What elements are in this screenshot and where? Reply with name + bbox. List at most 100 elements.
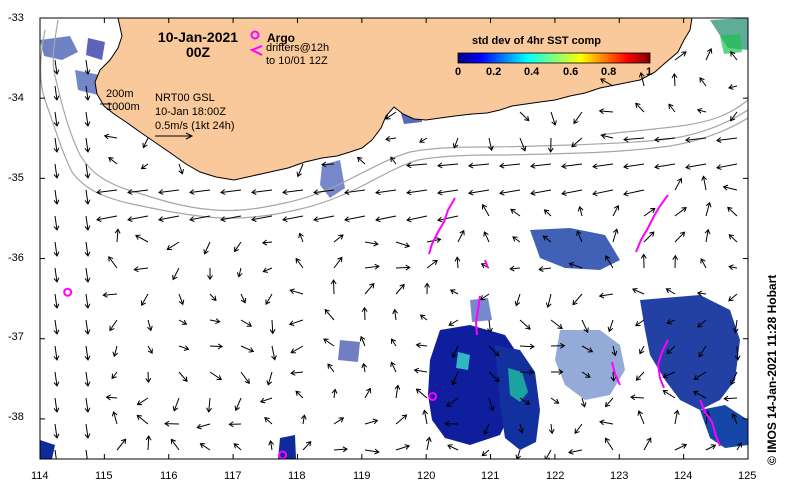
- current-arrow: [519, 397, 531, 405]
- current-arrow: [313, 189, 335, 196]
- map-hour: 00Z: [185, 44, 211, 60]
- current-arrow: [158, 215, 180, 222]
- current-arrow: [136, 397, 149, 406]
- current-arrow: [240, 293, 247, 304]
- current-arrow: [392, 308, 399, 321]
- current-arrow: [499, 189, 521, 196]
- current-arrow: [422, 409, 428, 425]
- current-arrow: [406, 189, 428, 196]
- current-arrow: [598, 292, 614, 299]
- current-arrow: [84, 397, 91, 413]
- current-arrow: [240, 371, 250, 385]
- current-arrow: [84, 111, 91, 127]
- current-arrow: [550, 319, 563, 330]
- current-arrow: [313, 215, 335, 223]
- current-arrow: [127, 189, 149, 195]
- current-arrow: [240, 345, 255, 353]
- current-arrow: [700, 258, 707, 269]
- current-arrow: [103, 133, 118, 140]
- argo-float-marker: [428, 391, 438, 401]
- current-arrow: [324, 308, 335, 321]
- current-arrow: [361, 306, 368, 321]
- current-arrow: [736, 442, 742, 451]
- current-arrow: [142, 137, 149, 149]
- lat-tick-label: -36: [8, 252, 24, 264]
- lat-tick-label: -34: [8, 92, 24, 104]
- current-arrow: [251, 189, 273, 195]
- current-arrow: [321, 161, 335, 168]
- current-arrow: [704, 228, 711, 243]
- current-arrow: [261, 239, 273, 246]
- current-arrow: [390, 361, 397, 373]
- product-name: NRT00 GSL: [155, 92, 215, 104]
- current-arrow: [158, 189, 180, 195]
- current-arrow: [53, 319, 60, 335]
- axis-ticks: [40, 18, 748, 459]
- current-arrow: [53, 293, 60, 309]
- current-arrow: [673, 409, 680, 425]
- current-arrow: [375, 189, 397, 196]
- current-arrow: [662, 390, 676, 399]
- current-arrow: [488, 371, 500, 383]
- current-arrow: [671, 72, 678, 87]
- current-arrow: [538, 266, 552, 272]
- current-arrow: [728, 264, 738, 271]
- current-arrow: [84, 293, 91, 309]
- colorbar-tick: 0.4: [524, 66, 540, 78]
- current-arrow: [732, 319, 739, 334]
- current-arrow: [610, 371, 617, 382]
- current-arrow: [519, 343, 535, 350]
- current-arrow: [96, 215, 118, 222]
- colorbar-tick: 0.2: [486, 66, 502, 78]
- current-arrow: [488, 137, 494, 152]
- current-arrow: [359, 335, 366, 347]
- current-arrow: [53, 111, 60, 127]
- current-arrow: [550, 369, 564, 375]
- current-arrow: [727, 206, 738, 217]
- current-arrow: [266, 371, 273, 386]
- current-arrow: [84, 137, 91, 153]
- current-arrow: [199, 443, 211, 451]
- current-arrow: [696, 290, 707, 297]
- current-arrow: [364, 387, 372, 399]
- drifter-track: [699, 399, 721, 447]
- current-arrow: [262, 267, 273, 273]
- drifter-track: [474, 295, 481, 336]
- lon-tick-label: 125: [738, 470, 757, 482]
- lon-tick-label: 120: [417, 470, 436, 482]
- current-arrow: [674, 177, 683, 191]
- current-arrow: [685, 136, 707, 143]
- current-arrow: [640, 253, 647, 269]
- current-arrow: [233, 443, 242, 451]
- current-arrow: [53, 163, 60, 179]
- current-arrow: [166, 241, 180, 250]
- current-arrow: [228, 421, 242, 428]
- current-arrow: [437, 215, 459, 223]
- lon-tick-label: 118: [288, 470, 306, 482]
- current-arrow: [234, 241, 242, 253]
- current-arrow: [206, 397, 212, 413]
- current-arrow: [415, 342, 428, 349]
- drifter-tracks: [428, 194, 721, 447]
- current-arrow: [674, 206, 687, 217]
- current-arrow: [116, 438, 127, 451]
- current-arrow: [693, 371, 707, 380]
- current-arrow: [468, 189, 490, 196]
- current-arrow: [323, 338, 335, 347]
- colorbar-tick: 0: [455, 66, 462, 78]
- current-arrow: [85, 449, 88, 459]
- current-arrow: [705, 48, 713, 61]
- current-arrow: [290, 345, 304, 354]
- current-arrow: [189, 215, 211, 222]
- current-arrow: [545, 293, 552, 309]
- current-arrow: [236, 267, 243, 278]
- current-arrow: [581, 319, 589, 334]
- current-arrow: [568, 261, 583, 269]
- current-arrow: [519, 137, 527, 152]
- current-arrow: [178, 293, 185, 306]
- current-arrow: [674, 231, 686, 243]
- current-arrow: [623, 136, 645, 143]
- product-info: NRT00 GSL 10-Jan 18:00Z 0.5m/s (1kt 24h): [155, 91, 234, 133]
- current-arrow: [395, 444, 411, 451]
